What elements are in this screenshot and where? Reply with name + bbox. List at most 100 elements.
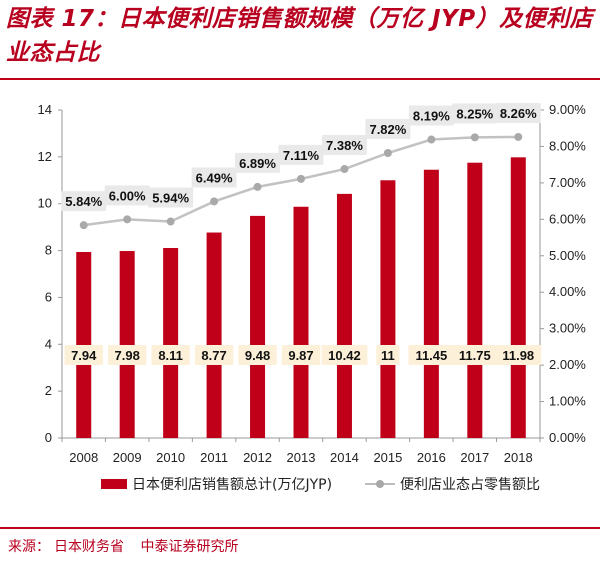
labels-layer: 7.94 7.98 8.11 8.77 9.48 9.87 10.42 11 11.45 11.7… [61,102,542,365]
y-right-tick-label: 7.00% [549,175,586,190]
axes-layer: 0 2 4 6 8 10 12 14 0.00% 1.00% 2.00% 3.00% 4.00% 5.00… [38,102,587,465]
line-data-label: 5.94% [152,191,189,206]
line-point [253,182,262,191]
y-right-tick-label: 8.00% [549,138,586,153]
x-tick-label: 2014 [330,450,359,465]
bar [423,169,439,438]
line-point [427,135,436,144]
y-right-tick-label: 5.00% [549,248,586,263]
y-right-tick-label: 6.00% [549,211,586,226]
line-data-label: 5.84% [65,194,102,209]
bar-data-label-box [194,345,234,365]
line-data-label: 6.49% [196,170,233,185]
bar-data-label-box [238,345,277,365]
line-data-label-box [278,144,324,165]
source-label: 来源： [8,539,50,555]
y-left-tick-label: 12 [38,149,52,164]
bar [510,157,526,438]
title-divider [0,78,600,80]
bar-data-label: 11.98 [502,348,534,363]
line-layer [79,132,523,230]
bar-data-label-box [408,345,455,365]
combo-chart: 0 2 4 6 8 10 12 14 0.00% 1.00% 2.00% 3.00% 4.00% 5.00… [38,102,587,465]
source-divider [0,527,600,529]
source-item-research: 中泰证券研究所 [140,539,239,555]
y-left-tick-label: 0 [45,430,52,445]
line-point [470,133,479,142]
bar-data-label: 11.45 [415,348,447,363]
y-left-tick-label: 2 [45,383,52,398]
bar [163,247,179,438]
y-right-tick-label: 1.00% [549,394,586,409]
x-tick-label: 2011 [200,450,228,465]
line-point [123,215,132,224]
line-data-label: 7.38% [326,138,363,153]
line-point [210,197,219,206]
line-data-label-box [495,102,541,123]
bar-data-label: 9.87 [288,348,313,363]
bar-data-label-box [495,345,542,365]
legend-bar-swatch [101,479,127,489]
x-tick-label: 2013 [287,450,316,465]
y-right-tick-label: 9.00% [549,102,586,117]
line-point [383,149,392,158]
line-data-label-box [148,187,194,208]
y-left-tick-label: 4 [45,336,52,351]
line-point [514,132,523,141]
line-data-label-box [104,185,150,206]
bar-data-label: 10.42 [328,348,361,363]
bar [76,251,92,438]
x-tick-label: 2018 [504,450,533,465]
line-data-label-box [191,167,237,188]
line-point [297,174,305,183]
x-tick-label: 2012 [243,450,272,465]
bar-data-label-box [376,345,400,365]
line-data-label: 8.19% [413,109,450,124]
bar-data-label-box [321,345,368,365]
bar-data-label-box [451,345,498,365]
source-note: 来源： 日本财务省 中泰证券研究所 [8,536,242,556]
bar [119,251,135,438]
legend-line-swatch [365,479,395,489]
bar-data-label-box [107,345,147,365]
line-data-label: 8.25% [456,106,493,121]
bar-data-label-box [151,345,190,365]
chart-title: 图表 17：日本便利店销售额规模（万亿 JYP）及便利店业态占比 [6,6,594,66]
x-tick-label: 2016 [417,450,446,465]
y-left-tick-label: 10 [38,196,52,211]
line-data-label-box [235,152,281,173]
y-left-tick-label: 6 [45,289,52,304]
bar-data-label-box [281,345,321,365]
line-data-label: 7.11% [283,148,320,163]
x-tick-label: 2008 [69,450,98,465]
line-data-label-box [408,105,454,126]
line-data-label: 7.82% [369,122,406,137]
bar [467,162,483,438]
x-tick-label: 2015 [373,450,402,465]
bar [336,193,352,438]
line-data-label: 6.89% [239,156,276,171]
legend-label-bar: 日本便利店销售额总计(万亿JYP) [132,477,333,493]
line-point [79,221,88,230]
bar [380,180,396,439]
line-data-label: 8.26% [500,106,537,121]
line-data-label: 6.00% [109,188,146,203]
line-data-label-box [452,103,498,124]
legend-item-bar: 日本便利店销售额总计(万亿JYP) [101,474,332,494]
bar [206,232,222,438]
bar-data-label: 8.11 [158,348,183,363]
y-right-tick-label: 2.00% [549,357,586,372]
x-tick-label: 2010 [156,450,185,465]
bar-data-label: 8.77 [201,348,226,363]
bar-data-label: 11.75 [459,348,491,363]
y-right-tick-label: 0.00% [549,430,586,445]
bar-data-label: 9.48 [245,348,270,363]
bar [250,215,266,438]
line-point [340,165,349,174]
bar-data-label-box [64,345,103,365]
y-right-tick-label: 3.00% [549,321,586,336]
y-left-tick-label: 14 [38,102,52,117]
legend-label-line: 便利店业态占零售额比 [400,477,540,493]
bar-data-label: 7.94 [71,348,97,363]
chart-legend: 日本便利店销售额总计(万亿JYP) 便利店业态占零售额比 [0,470,600,494]
